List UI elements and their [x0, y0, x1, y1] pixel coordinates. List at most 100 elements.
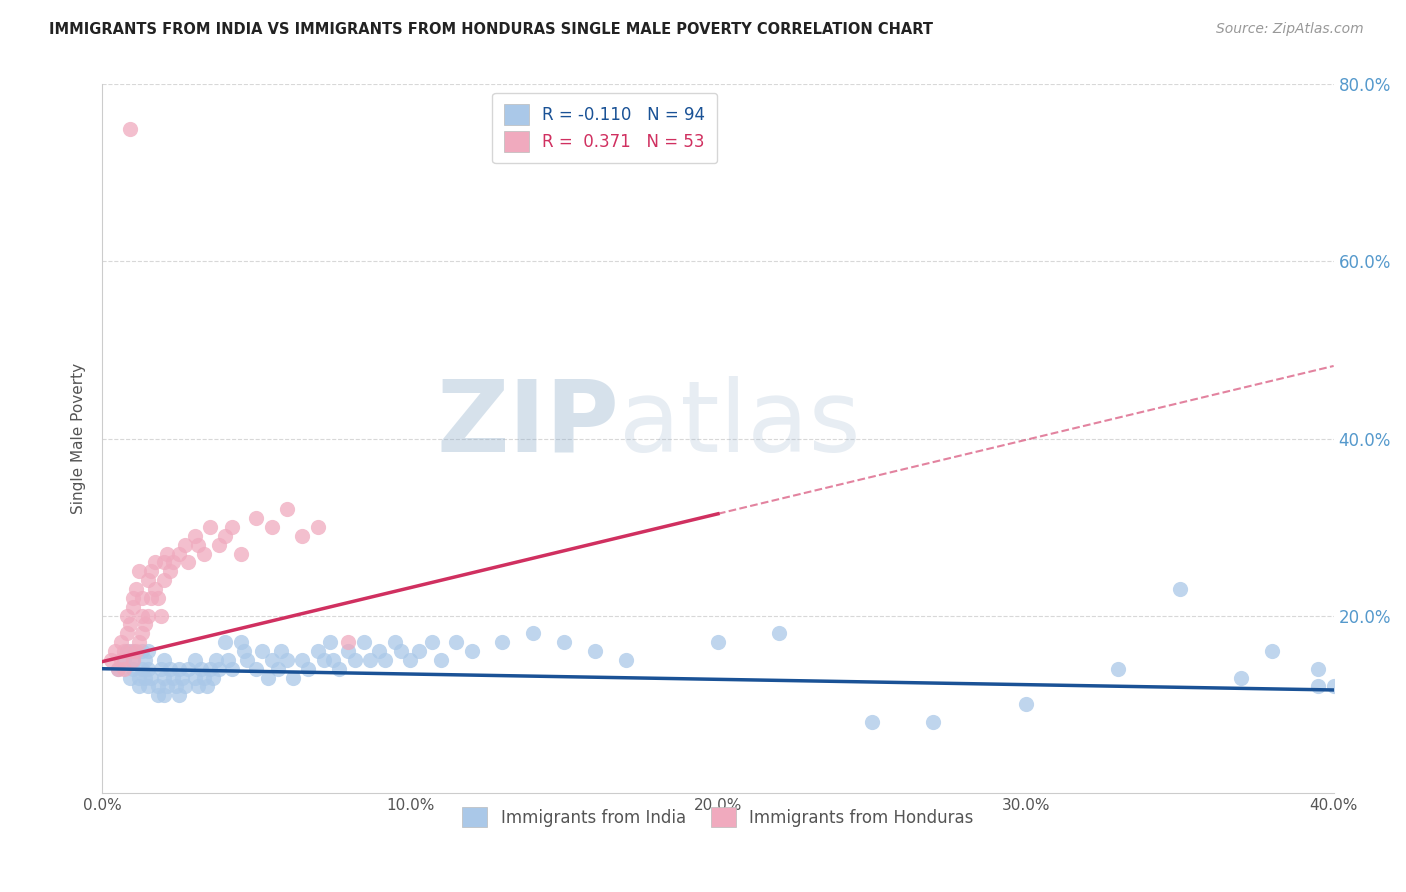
Point	[115, 608, 138, 623]
Point	[115, 626, 138, 640]
Point	[232, 644, 254, 658]
Point	[195, 680, 218, 694]
Point	[131, 662, 153, 676]
Point	[374, 653, 396, 667]
Point	[245, 662, 267, 676]
Point	[267, 662, 290, 676]
Point	[128, 635, 150, 649]
Point	[152, 573, 174, 587]
Point	[353, 635, 375, 649]
Text: IMMIGRANTS FROM INDIA VS IMMIGRANTS FROM HONDURAS SINGLE MALE POVERTY CORRELATIO: IMMIGRANTS FROM INDIA VS IMMIGRANTS FROM…	[49, 22, 934, 37]
Point	[174, 538, 197, 552]
Point	[270, 644, 292, 658]
Point	[553, 635, 575, 649]
Point	[138, 662, 160, 676]
Point	[276, 653, 298, 667]
Point	[134, 653, 156, 667]
Point	[107, 662, 129, 676]
Point	[337, 644, 360, 658]
Point	[198, 662, 221, 676]
Point	[128, 565, 150, 579]
Point	[1015, 697, 1038, 711]
Point	[122, 653, 145, 667]
Point	[146, 591, 169, 605]
Point	[198, 520, 221, 534]
Point	[229, 635, 252, 649]
Point	[229, 547, 252, 561]
Point	[291, 529, 314, 543]
Point	[337, 635, 360, 649]
Point	[205, 653, 228, 667]
Point	[860, 714, 883, 729]
Point	[583, 644, 606, 658]
Point	[190, 662, 212, 676]
Point	[177, 662, 200, 676]
Point	[138, 644, 160, 658]
Point	[134, 671, 156, 685]
Point	[252, 644, 274, 658]
Point	[131, 608, 153, 623]
Point	[167, 547, 190, 561]
Point	[146, 688, 169, 702]
Point	[167, 688, 190, 702]
Point	[260, 653, 283, 667]
Point	[193, 671, 215, 685]
Point	[307, 520, 329, 534]
Point	[343, 653, 366, 667]
Point	[162, 671, 184, 685]
Point	[319, 635, 342, 649]
Point	[110, 653, 132, 667]
Point	[122, 644, 145, 658]
Y-axis label: Single Male Poverty: Single Male Poverty	[72, 363, 86, 514]
Point	[128, 680, 150, 694]
Text: atlas: atlas	[620, 376, 860, 473]
Point	[172, 671, 194, 685]
Point	[143, 556, 166, 570]
Point	[165, 680, 187, 694]
Point	[291, 653, 314, 667]
Point	[122, 653, 145, 667]
Point	[167, 662, 190, 676]
Point	[143, 582, 166, 596]
Point	[491, 635, 513, 649]
Point	[174, 680, 197, 694]
Point	[159, 565, 181, 579]
Point	[118, 644, 141, 658]
Point	[146, 680, 169, 694]
Point	[202, 671, 225, 685]
Point	[125, 644, 148, 658]
Point	[359, 653, 381, 667]
Point	[141, 565, 163, 579]
Point	[128, 671, 150, 685]
Point	[103, 644, 125, 658]
Point	[430, 653, 453, 667]
Point	[125, 582, 148, 596]
Point	[141, 591, 163, 605]
Point	[159, 662, 181, 676]
Point	[187, 680, 209, 694]
Point	[183, 529, 205, 543]
Point	[112, 644, 135, 658]
Point	[156, 680, 179, 694]
Point	[214, 529, 236, 543]
Point	[122, 599, 145, 614]
Point	[328, 662, 350, 676]
Point	[187, 538, 209, 552]
Point	[156, 547, 179, 561]
Point	[446, 635, 468, 649]
Point	[149, 608, 172, 623]
Point	[297, 662, 319, 676]
Point	[312, 653, 335, 667]
Point	[1308, 662, 1330, 676]
Point	[281, 671, 304, 685]
Point	[152, 556, 174, 570]
Point	[122, 662, 145, 676]
Point	[236, 653, 259, 667]
Legend: Immigrants from India, Immigrants from Honduras: Immigrants from India, Immigrants from H…	[456, 800, 980, 834]
Point	[177, 556, 200, 570]
Point	[183, 653, 205, 667]
Point	[707, 635, 730, 649]
Point	[138, 573, 160, 587]
Point	[384, 635, 406, 649]
Point	[257, 671, 280, 685]
